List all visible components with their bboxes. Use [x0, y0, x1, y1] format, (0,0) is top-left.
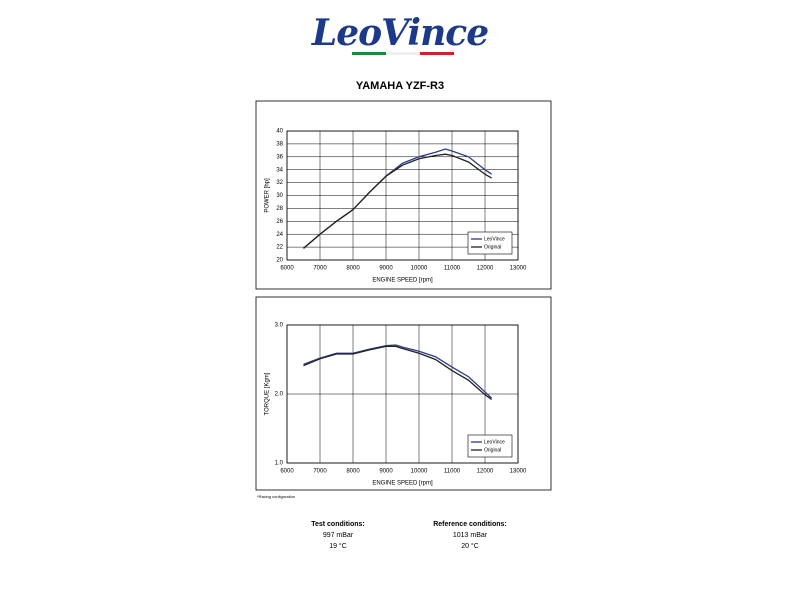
y-tick-label: 36	[276, 154, 283, 160]
series-line	[303, 345, 492, 401]
legend-box	[467, 231, 513, 255]
y-tick-label: 22	[276, 245, 283, 251]
x-tick-label: 8000	[346, 469, 360, 475]
x-tick-label: 11000	[444, 266, 461, 272]
y-axis-label: TORQUE [Kgm]	[265, 372, 271, 415]
reference-heading: Reference conditions:	[433, 521, 507, 528]
flag-red	[420, 52, 454, 55]
y-tick-label: 1.0	[275, 461, 284, 467]
footnote: *Racing configuration	[257, 494, 295, 499]
flag-green	[352, 52, 386, 55]
y-axis-label: POWER [hp]	[265, 178, 271, 213]
x-tick-label: 7000	[313, 469, 327, 475]
flag-white	[386, 52, 420, 55]
reference-temperature: 20 °C	[461, 542, 479, 550]
x-tick-label: 12000	[477, 266, 494, 272]
x-tick-label: 9000	[379, 469, 393, 475]
y-tick-label: 26	[276, 219, 283, 225]
y-tick-label: 34	[276, 167, 283, 173]
series-line	[303, 153, 492, 249]
title: YAMAHA YZF-R3	[356, 80, 444, 92]
x-tick-label: 13000	[510, 266, 527, 272]
test-pressure: 997 mBar	[323, 532, 354, 539]
x-tick-label: 6000	[280, 266, 294, 272]
legend-label: Original	[484, 447, 501, 453]
x-axis-label: ENGINE SPEED [rpm]	[372, 481, 433, 487]
y-tick-label: 20	[276, 258, 283, 264]
x-tick-label: 13000	[510, 469, 527, 475]
plot-frame	[286, 130, 519, 261]
reference-pressure: 1013 mBar	[453, 532, 488, 539]
logo: LeoVince	[311, 12, 488, 54]
test-heading: Test conditions:	[311, 521, 365, 528]
y-tick-label: 28	[276, 206, 283, 212]
series-line	[303, 344, 493, 399]
legend-label: LeoVince	[484, 439, 505, 445]
x-tick-label: 9000	[379, 266, 393, 272]
x-tick-label: 11000	[444, 469, 461, 475]
plot-frame	[286, 324, 519, 464]
legend-label: LeoVince	[484, 236, 505, 242]
test-temperature: 19 °C	[329, 542, 347, 550]
y-tick-label: 24	[276, 232, 283, 238]
x-tick-label: 10000	[411, 469, 428, 475]
x-axis-label: ENGINE SPEED [rpm]	[372, 278, 433, 284]
x-tick-label: 10000	[411, 266, 428, 272]
y-tick-label: 40	[276, 129, 283, 135]
chart-frame	[255, 100, 552, 290]
y-tick-label: 38	[276, 141, 283, 147]
legend-label: Original	[484, 244, 501, 250]
y-tick-label: 2.0	[275, 392, 284, 398]
x-tick-label: 12000	[477, 469, 494, 475]
x-tick-label: 8000	[346, 266, 360, 272]
chart-frame	[255, 296, 552, 491]
x-tick-label: 6000	[280, 469, 294, 475]
legend-box	[467, 434, 513, 458]
y-tick-label: 32	[276, 180, 283, 186]
y-tick-label: 3.0	[275, 323, 284, 329]
x-tick-label: 7000	[313, 266, 327, 272]
y-tick-label: 30	[276, 193, 283, 199]
